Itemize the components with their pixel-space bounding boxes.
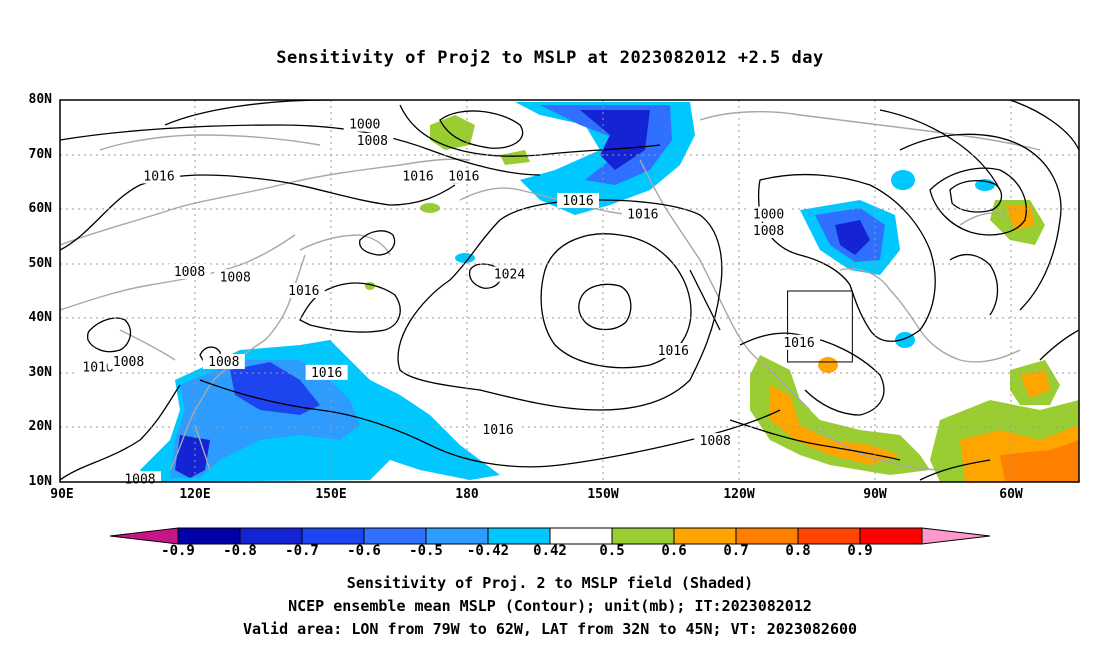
colorbar-box [735, 527, 799, 545]
colorbar-box [425, 527, 489, 545]
contour-label: 1016 [562, 194, 593, 209]
contour-label: 1008 [357, 134, 388, 149]
contour-label: 1008 [700, 434, 731, 449]
contour-label: 1016 [311, 366, 342, 381]
contour-label: 1016 [402, 169, 433, 184]
lat-label-50n: 50N [28, 256, 52, 271]
contour-label-bg [477, 422, 520, 438]
map-title: Sensitivity of Proj2 to MSLP at 20230820… [276, 48, 824, 68]
colorbar-tick-label: -0.42 [466, 543, 510, 559]
colorbar-tick-label: 0.9 [847, 543, 873, 559]
contour-label-bg [351, 132, 394, 148]
lon-label-150e: 150E [315, 487, 347, 502]
valid-area-box [787, 290, 853, 363]
lat-label-30n: 30N [28, 365, 52, 380]
mslp-contours [60, 100, 1079, 481]
colorbar-tick-label: 0.42 [533, 543, 567, 559]
contour-label-bg [343, 116, 386, 132]
contour-label-bg [282, 283, 325, 298]
contour-label: 1016 [627, 208, 658, 223]
contour-label-bg [138, 168, 181, 184]
contour-label-bg [168, 263, 211, 279]
contour-label: 1008 [124, 472, 155, 487]
colorbar-box [611, 527, 675, 545]
lon-label-90e: 90E [50, 487, 74, 502]
footer-line-1: Sensitivity of Proj. 2 to MSLP field (Sh… [346, 574, 754, 592]
footer-line-3: Valid area: LON from 79W to 62W, LAT fro… [242, 620, 858, 638]
colorbar-box [239, 527, 303, 545]
colorbar-box [797, 527, 861, 545]
contour-label-bg [214, 269, 257, 285]
contour-label: 1016 [448, 169, 479, 184]
contour-label: 1016 [783, 336, 814, 351]
colorbar-tick-label: -0.9 [161, 543, 195, 559]
contour-label: 1016 [482, 423, 513, 438]
colorbar-box [363, 527, 427, 545]
lon-label-150w: 150W [587, 487, 619, 502]
colorbar-tick-label: 0.8 [785, 543, 811, 559]
contour-label-bg [488, 266, 531, 282]
contour-label-bg [747, 222, 790, 238]
lon-label-60w: 60W [999, 487, 1023, 502]
contour-label: 1000 [753, 208, 784, 223]
contour-label-bg [652, 343, 695, 359]
contour-label: 1024 [494, 268, 525, 283]
colorbar-high-triangle [921, 527, 991, 545]
contour-label-bg [397, 168, 440, 184]
contour-label-bg [442, 168, 485, 184]
negative-sensitivity-shading [140, 102, 995, 482]
colorbar-tick-label: -0.8 [223, 543, 257, 559]
contour-label: 1016 [143, 169, 174, 184]
contour-label: 1008 [208, 355, 239, 370]
graticule [60, 100, 1079, 482]
contour-label-bg [778, 334, 821, 350]
lat-label-10n: 10N [28, 474, 52, 489]
lat-label-60n: 60N [28, 201, 52, 216]
lon-label-120e: 120E [179, 487, 211, 502]
lat-label-70n: 70N [28, 147, 52, 162]
contour-label-bg [107, 353, 150, 369]
lat-label-20n: 20N [28, 419, 52, 434]
colorbar-box [301, 527, 365, 545]
lon-label-180: 180 [455, 487, 479, 502]
contour-label-bg [747, 206, 790, 222]
contour-label-bg [621, 206, 664, 222]
contour-label-bg [305, 364, 348, 380]
contour-label-bg [557, 192, 600, 208]
footer-line-2: NCEP ensemble mean MSLP (Contour); unit(… [288, 597, 812, 615]
colorbar-low-triangle [109, 527, 179, 545]
colorbar [109, 527, 991, 545]
colorbar-tick-label: 0.5 [599, 543, 625, 559]
colorbar-tick-label: -0.6 [347, 543, 381, 559]
lon-label-120w: 120W [723, 487, 755, 502]
lon-label-90w: 90W [863, 487, 887, 502]
colorbar-box [673, 527, 737, 545]
contour-label: 1016 [288, 284, 319, 299]
colorbar-tick-label: -0.5 [409, 543, 443, 559]
contour-label: 1008 [220, 270, 251, 285]
contour-label: 1016 [82, 360, 113, 375]
contour-label: 1008 [113, 355, 144, 370]
colorbar-box [859, 527, 923, 545]
colorbar-box [549, 527, 613, 545]
colorbar-box [177, 527, 241, 545]
colorbar-tick-label: -0.7 [285, 543, 319, 559]
contour-label-bg [694, 433, 737, 449]
colorbar-tick-label: 0.6 [661, 543, 687, 559]
map-frame [59, 99, 1080, 483]
colorbar-box [487, 527, 551, 545]
contour-label: 1008 [174, 265, 205, 280]
contour-label: 1008 [753, 224, 784, 239]
colorbar-tick-label: 0.7 [723, 543, 749, 559]
contour-label: 1016 [658, 344, 689, 359]
lat-label-80n: 80N [28, 92, 52, 107]
contour-label-bg [202, 353, 245, 369]
contour-label: 1000 [349, 118, 380, 133]
lat-label-40n: 40N [28, 310, 52, 325]
